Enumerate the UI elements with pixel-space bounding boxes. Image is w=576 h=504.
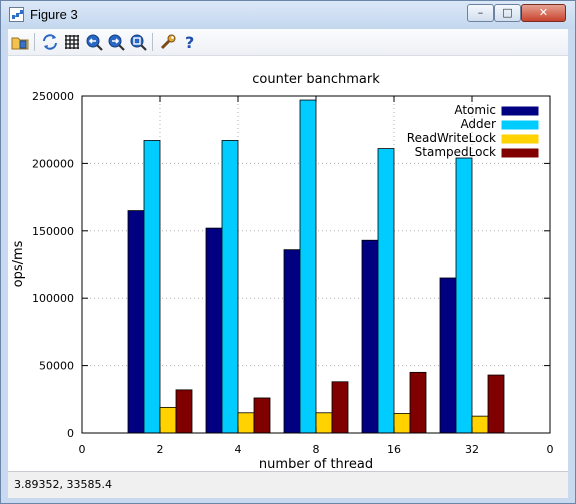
legend-swatch [501,134,539,144]
window-title: Figure 3 [30,7,78,22]
legend-label: ReadWriteLock [407,131,496,145]
bars [127,99,505,434]
chart-title: counter banchmark [252,72,380,87]
bar-stampedlock-2 [175,389,193,434]
y-tick-label: 50000 [39,360,74,373]
bar-adder-16 [377,148,395,434]
bar-stampedlock-32 [487,374,505,434]
bar-adder-4 [221,140,239,434]
y-tick-label: 150000 [32,225,74,238]
chart-area[interactable]: 0 50000 100000 150000 200000 250000 0 2 4 8 16 32 0… [8,56,568,472]
y-tick-label: 0 [67,427,74,440]
x-tick-label: 32 [465,443,479,456]
bar-readwritelock-2 [159,406,177,434]
toolbar-separator [152,33,153,51]
x-tick-label: 8 [313,443,320,456]
bar-stampedlock-8 [331,381,349,434]
figure-app-icon [9,7,24,22]
bar-stampedlock-4 [253,397,271,434]
bar-readwritelock-32 [471,415,489,434]
bar-readwritelock-16 [393,413,411,434]
toolbar: ? [8,29,568,56]
y-tick-label: 100000 [32,292,74,305]
bar-atomic-8 [283,249,301,434]
legend-swatch [501,120,539,130]
legend-label: StampedLock [415,145,496,159]
legend-label: Atomic [454,103,496,117]
zoom-previous-icon[interactable] [85,33,103,51]
status-bar: 3.89352, 33585.4 [8,471,568,498]
bar-atomic-32 [439,277,457,434]
x-tick-label: 16 [387,443,401,456]
bar-adder-2 [143,140,161,434]
bar-atomic-4 [205,227,223,434]
legend-swatch [501,148,539,158]
close-button[interactable]: ✕ [521,4,566,22]
figure-client-area: ? 0 50000 100000 150000 200000 250000 0 2 4 8 16 3… [8,29,568,498]
svg-text:?: ? [185,33,194,51]
bar-readwritelock-8 [315,412,333,434]
zoom-autoscale-icon[interactable] [129,33,147,51]
bar-atomic-2 [127,210,145,434]
title-bar[interactable]: Figure 3 – □ ✕ [1,1,575,29]
x-axis-label: number of thread [259,457,373,470]
legend-label: Adder [460,117,496,131]
settings-icon[interactable] [159,33,177,51]
x-tick-label: 4 [235,443,242,456]
x-axis-ticks: 0 2 4 8 16 32 0 [79,96,554,456]
bar-stampedlock-16 [409,371,427,434]
maximize-button[interactable]: □ [494,4,521,22]
bar-adder-32 [455,157,473,434]
grid-icon[interactable] [63,33,81,51]
toolbar-separator [34,33,35,51]
x-tick-label: 2 [157,443,164,456]
cursor-coordinates: 3.89352, 33585.4 [14,478,112,491]
bar-readwritelock-4 [237,412,255,434]
y-tick-label: 250000 [32,90,74,103]
bar-adder-8 [299,99,317,434]
y-tick-label: 200000 [32,157,74,170]
legend-swatch [501,106,539,116]
help-icon[interactable]: ? [181,33,199,51]
x-tick-label: 0 [547,443,554,456]
y-axis-ticks: 0 50000 100000 150000 200000 250000 [32,90,550,440]
bar-atomic-16 [361,239,379,434]
y-axis-label: ops/ms [11,240,26,287]
load-icon[interactable] [11,33,29,51]
refresh-icon[interactable] [41,33,59,51]
x-tick-label: 0 [79,443,86,456]
zoom-next-icon[interactable] [107,33,125,51]
minimize-button[interactable]: – [467,4,494,22]
